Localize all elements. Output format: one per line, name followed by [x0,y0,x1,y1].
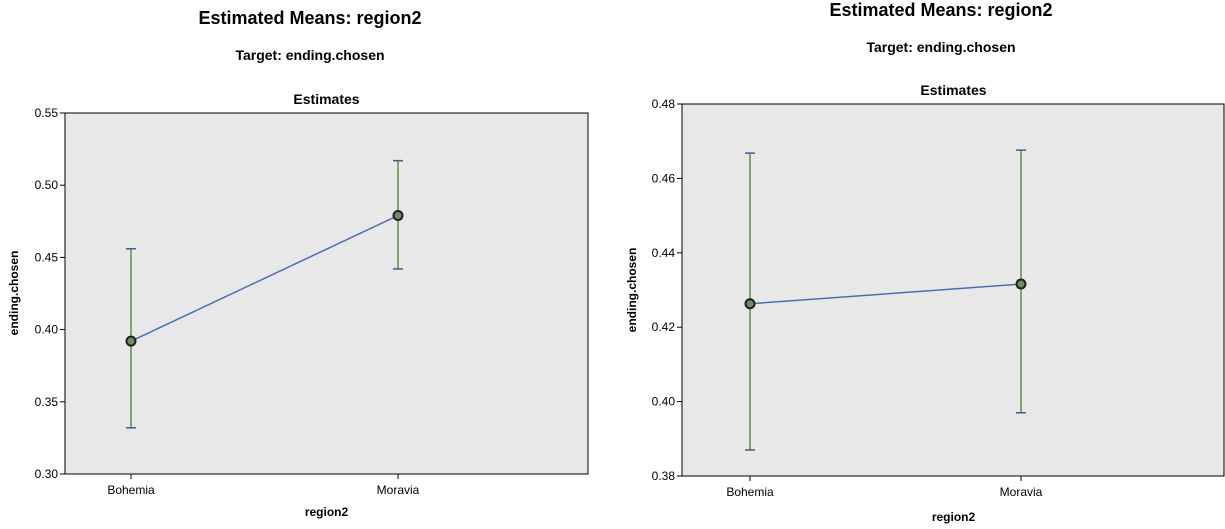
y-tick-label: 0.50 [35,178,59,192]
chart-panel-left: Estimated Means: region2 Target: ending.… [0,0,590,529]
x-axis-label: region2 [931,510,976,524]
y-tick-label: 0.40 [652,395,676,409]
estimates-plot-left: 0.30 0.35 0.40 0.45 0.50 0.55 Bohemia Moravia en… [7,106,589,497]
y-tick-label: 0.55 [35,106,59,120]
estimates-plot-right: 0.38 0.40 0.42 0.44 0.46 0.48 Bohemia Moravia en… [625,97,1225,499]
plot-area [681,103,1225,477]
mean-marker [125,335,137,347]
plot-title: Estimates [293,91,360,107]
y-tick-label: 0.46 [652,171,676,185]
mean-line [749,283,1022,305]
mean-line [130,214,399,342]
y-tick-label: 0.42 [652,320,676,334]
chart-panel-right: Estimated Means: region2 Target: ending.… [612,0,1225,529]
y-tick-label: 0.45 [35,250,59,264]
y-tick-label: 0.44 [652,246,676,260]
plot-area [64,112,589,475]
y-tick-label: 0.40 [35,323,59,337]
mean-marker [392,210,404,222]
chart-subtitle: Target: ending.chosen [866,39,1016,55]
y-tick-label: 0.48 [652,97,676,111]
y-tick-label: 0.35 [35,395,59,409]
y-axis-label: ending.chosen [7,251,21,336]
plot-title: Estimates [920,82,987,98]
chart-title: Estimated Means: region2 [829,0,1053,20]
chart-subtitle: Target: ending.chosen [235,47,385,63]
mean-marker [1015,278,1027,290]
x-tick-label: Bohemia [726,485,774,499]
chart-title: Estimated Means: region2 [198,8,422,28]
y-axis-label: ending.chosen [625,248,639,333]
mean-marker [744,298,756,310]
y-tick-label: 0.30 [35,467,59,481]
x-tick-label: Bohemia [107,483,155,497]
x-tick-label: Moravia [1000,485,1043,499]
x-axis-label: region2 [304,505,349,519]
x-tick-label: Moravia [377,483,420,497]
y-tick-label: 0.38 [652,469,676,483]
